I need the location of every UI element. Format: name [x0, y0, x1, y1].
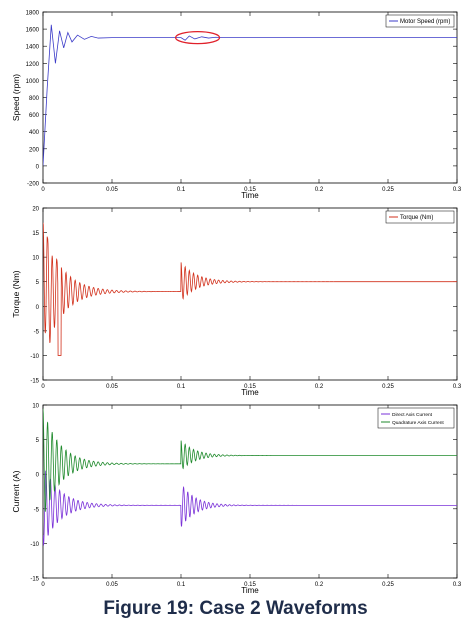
x-axis-label: Time — [241, 586, 259, 595]
figure-caption: Figure 19: Case 2 Waveforms — [103, 598, 368, 619]
x-tick-label: 0 — [41, 187, 45, 193]
y-tick-label: -5 — [34, 329, 40, 335]
y-tick-label: -10 — [30, 542, 39, 548]
legend-label: Torque (Nm) — [400, 215, 433, 221]
chart-panel-3: -15 -10 -5 0 5 10 0 0.05 0.1 0.15 0.2 0.25 0.3 Time Cu… — [11, 404, 462, 596]
x-tick-label: 0.15 — [244, 384, 256, 390]
legend: Torque (Nm) — [385, 210, 455, 224]
y-tick-label: 15 — [32, 231, 39, 237]
y-tick-label: 800 — [29, 96, 40, 102]
x-tick-label: 0.1 — [177, 384, 186, 390]
x-tick-label: 0.2 — [315, 187, 324, 193]
series-line-2 — [43, 408, 457, 512]
y-tick-label: 1000 — [26, 79, 40, 85]
plot-area — [42, 11, 458, 184]
x-tick-label: 0.3 — [453, 384, 462, 390]
series-line-1 — [43, 222, 457, 356]
y-tick-label: 1800 — [26, 11, 40, 17]
legend: Direct Axis Current Quadrature Axis Curre… — [377, 407, 455, 429]
x-axis-label: Time — [241, 191, 259, 200]
y-axis-label: Speed (rpm) — [11, 74, 21, 121]
x-tick-label: 0.2 — [315, 384, 324, 390]
y-tick-label: -200 — [27, 182, 40, 188]
y-tick-label: 1200 — [26, 62, 40, 68]
y-tick-label: 5 — [36, 280, 40, 286]
y-tick-label: 10 — [32, 256, 39, 262]
legend-label: Motor Speed (rpm) — [400, 19, 450, 25]
y-axis-label: Torque (Nm) — [11, 270, 21, 317]
legend: Motor Speed (rpm) — [385, 14, 455, 28]
x-tick-label: 0.15 — [244, 582, 256, 588]
y-tick-label: -5 — [34, 507, 40, 513]
y-tick-label: -15 — [30, 577, 39, 583]
series-line-1 — [43, 469, 457, 546]
x-tick-label: 0.05 — [106, 187, 118, 193]
x-tick-label: 0.2 — [315, 582, 324, 588]
y-tick-label: 10 — [32, 404, 39, 410]
x-tick-label: 0.25 — [382, 582, 394, 588]
y-tick-label: 1400 — [26, 45, 40, 51]
legend-box — [377, 407, 455, 429]
legend-label: Direct Axis Current — [392, 412, 433, 418]
y-tick-label: 5 — [36, 438, 40, 444]
x-tick-label: 0.25 — [382, 384, 394, 390]
x-tick-label: 0 — [41, 384, 45, 390]
y-tick-label: 600 — [29, 113, 40, 119]
legend-box — [385, 14, 455, 28]
plot-area — [42, 207, 458, 381]
legend-box — [385, 210, 455, 224]
x-tick-label: 0.3 — [453, 187, 462, 193]
legend-label: Quadrature Axis Current — [392, 420, 444, 426]
x-tick-label: 0.1 — [177, 582, 186, 588]
chart-panel-2: -15 -10 -5 0 5 10 15 20 0 0.05 0.1 0.15 0.2 0.25 0.3 Ti… — [11, 207, 462, 398]
y-tick-label: -10 — [30, 354, 39, 360]
x-tick-label: 0.3 — [453, 582, 462, 588]
x-tick-label: 0 — [41, 582, 45, 588]
x-tick-label: 0.05 — [106, 384, 118, 390]
y-axis-label: Current (A) — [11, 470, 21, 512]
y-tick-label: 0 — [36, 473, 40, 479]
x-tick-label: 0.25 — [382, 187, 394, 193]
x-axis-label: Time — [241, 388, 259, 397]
y-tick-label: 200 — [29, 147, 40, 153]
y-tick-label: 0 — [36, 305, 40, 311]
y-tick-label: 400 — [29, 130, 40, 136]
plot-area — [42, 404, 458, 579]
y-tick-label: -15 — [30, 379, 39, 385]
x-tick-label: 0.1 — [177, 187, 186, 193]
y-tick-label: 0 — [36, 164, 40, 170]
x-tick-label: 0.05 — [106, 582, 118, 588]
series-line-1 — [43, 24, 457, 166]
annotation-ellipse — [174, 31, 221, 45]
y-tick-label: 1600 — [26, 28, 40, 34]
x-tick-label: 0.15 — [244, 187, 256, 193]
y-tick-label: 20 — [32, 207, 39, 213]
